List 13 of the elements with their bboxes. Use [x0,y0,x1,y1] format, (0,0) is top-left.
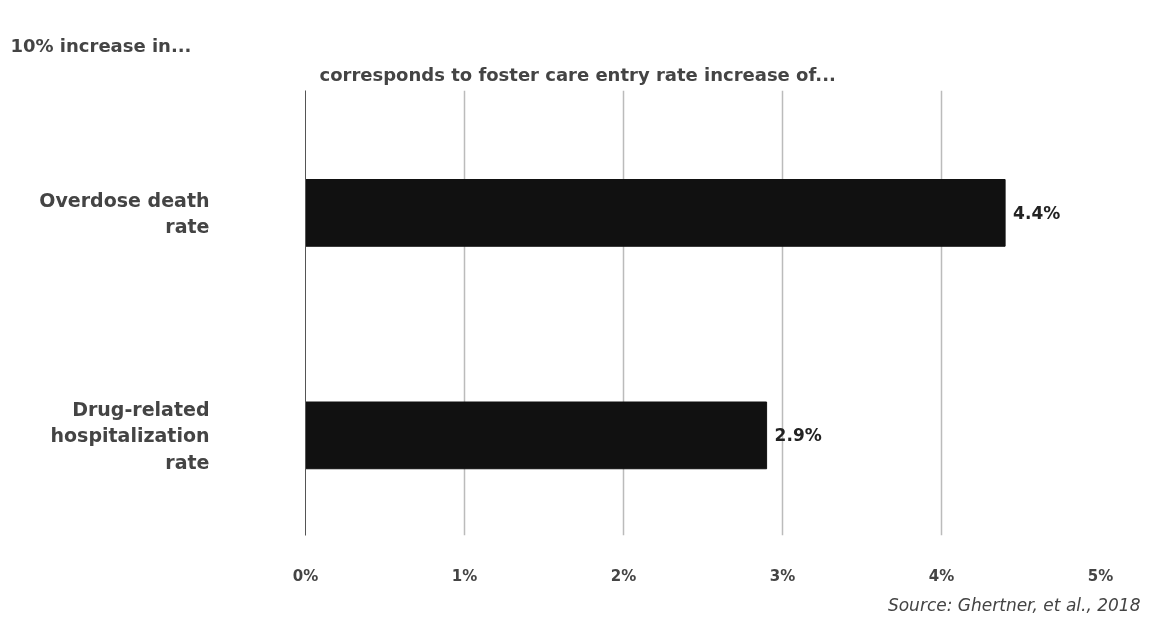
y-tick-label: Drug-related hospitalization rate [50,397,210,473]
y-tick-label: Overdose death rate [39,188,210,238]
data-label: 4.4% [1013,202,1061,223]
x-tick-label: 1% [451,566,478,585]
chart-title: corresponds to foster care entry rate increase of... [319,63,836,85]
source-note: Source: Ghertner, et al., 2018 [887,594,1141,615]
x-tick-label: 0% [292,566,319,585]
x-tick-label: 4% [928,566,955,585]
y-axis-title: 10% increase in... [10,34,192,56]
x-tick-label: 3% [769,566,796,585]
x-tick-label: 2% [610,566,637,585]
data-label: 2.9% [774,425,822,446]
x-tick-label: 5% [1087,566,1114,585]
